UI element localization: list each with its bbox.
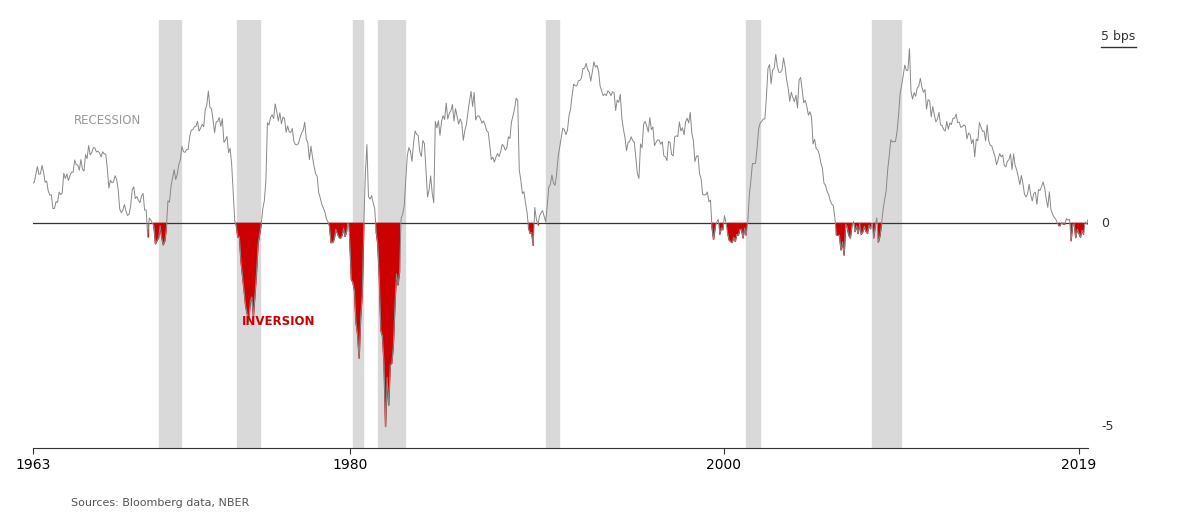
Bar	[379, 20, 405, 448]
Bar	[871, 20, 901, 448]
Text: INVERSION: INVERSION	[242, 315, 315, 328]
Text: 5 bps: 5 bps	[1101, 30, 1135, 43]
Text: RECESSION: RECESSION	[73, 114, 141, 127]
Bar	[746, 20, 760, 448]
Bar	[547, 20, 559, 448]
Bar	[159, 20, 181, 448]
Bar	[237, 20, 260, 448]
Text: -5: -5	[1101, 420, 1113, 433]
Text: Sources: Bloomberg data, NBER: Sources: Bloomberg data, NBER	[71, 498, 250, 508]
Bar	[354, 20, 362, 448]
Text: 0: 0	[1101, 217, 1109, 230]
